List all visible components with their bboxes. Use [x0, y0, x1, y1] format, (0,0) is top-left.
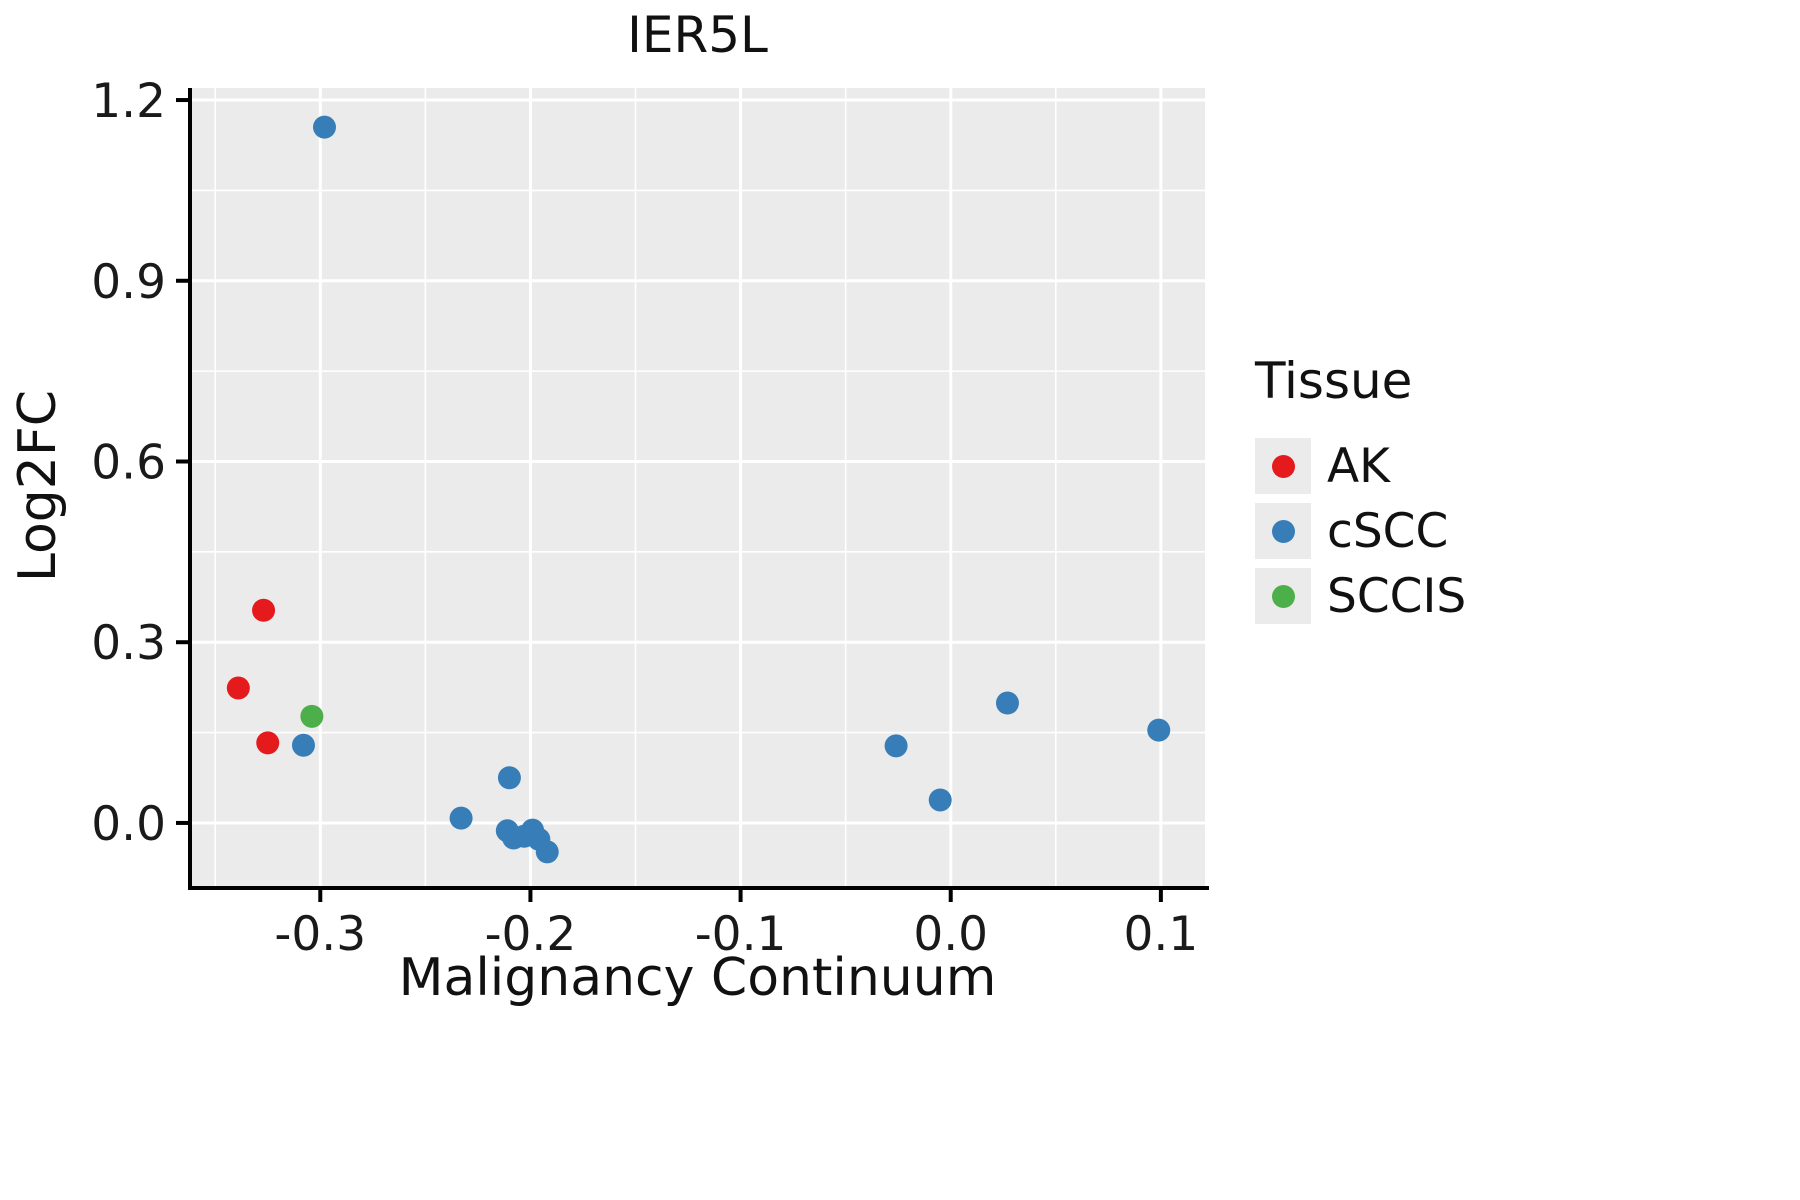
x-tick-label: -0.2: [485, 907, 577, 962]
legend-dot-icon: [1271, 584, 1295, 608]
legend-dot-icon: [1271, 519, 1295, 543]
data-point-cSCC: [449, 806, 473, 830]
data-point-cSCC: [291, 733, 315, 757]
legend-item-AK: AK: [1255, 438, 1466, 494]
legend-title: Tissue: [1255, 352, 1413, 410]
y-tick-label: 0.0: [91, 797, 166, 852]
y-tick-label: 0.6: [91, 435, 166, 490]
x-tick-label: 0.1: [1123, 907, 1198, 962]
legend-key-swatch: [1255, 438, 1311, 494]
y-tick-label: 0.3: [91, 616, 166, 671]
data-point-cSCC: [995, 691, 1019, 715]
data-point-cSCC: [535, 840, 559, 864]
x-tick-label: -0.3: [274, 907, 366, 962]
data-point-cSCC: [928, 788, 952, 812]
data-point-cSCC: [884, 734, 908, 758]
legend-key-swatch: [1255, 568, 1311, 624]
legend-items: AK cSCC SCCIS: [1255, 438, 1466, 624]
legend-dot-icon: [1271, 454, 1295, 478]
legend-label: SCCIS: [1327, 568, 1467, 624]
legend: Tissue AK cSCC SCCIS: [1255, 352, 1466, 624]
legend-item-cSCC: cSCC: [1255, 503, 1466, 559]
legend-key-swatch: [1255, 503, 1311, 559]
chart-title: IER5L: [627, 6, 768, 64]
data-point-cSCC: [1147, 718, 1171, 742]
data-point-AK: [252, 598, 276, 622]
legend-label: cSCC: [1327, 503, 1449, 559]
y-tick-label: 1.2: [91, 74, 166, 129]
data-point-AK: [226, 676, 250, 700]
x-axis-label: Malignancy Continuum: [398, 948, 997, 1008]
data-point-AK: [256, 731, 280, 755]
plot-panel: [190, 88, 1205, 888]
x-tick-label: -0.1: [695, 907, 787, 962]
data-point-SCCIS: [300, 704, 324, 728]
legend-item-SCCIS: SCCIS: [1255, 568, 1466, 624]
x-tick-label: 0.0: [913, 907, 988, 962]
data-point-cSCC: [497, 766, 521, 790]
legend-label: AK: [1327, 438, 1390, 494]
data-point-cSCC: [312, 115, 336, 139]
y-tick-label: 0.9: [91, 255, 166, 310]
